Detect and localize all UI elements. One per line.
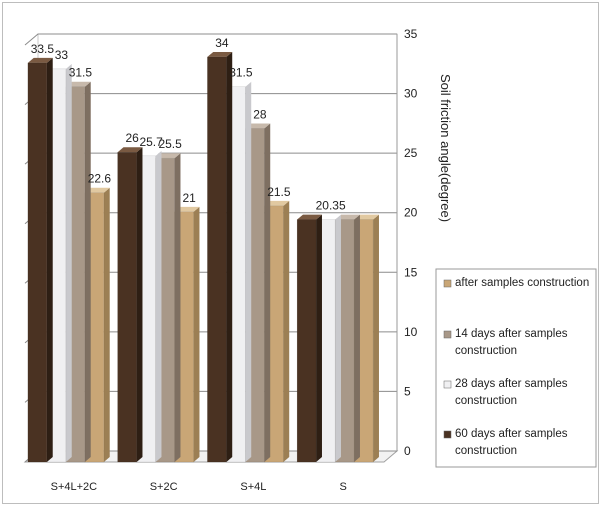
legend-entry: after samples construction [455,277,589,289]
bar-side [335,214,341,462]
bar [207,51,233,463]
y-axis-ticks: 0 5 10 15 20 25 30 35 [404,27,418,458]
bar-front [117,151,137,463]
bar-top [84,187,110,193]
y-tick-label: 5 [404,384,411,398]
bar-side [226,51,233,462]
data-label: 21.5 [267,185,291,199]
data-label: 33.5 [31,42,55,56]
bar-side [264,123,271,462]
bar-top [335,214,360,220]
y-tick-label: 25 [404,146,418,160]
data-label: 20.35 [316,199,346,213]
bar-side [103,187,110,462]
data-label: 31.5 [69,66,93,80]
bar-top [245,123,271,129]
chart-frame: 33.5 33 31.5 22.6 26 25.7 25.5 21 34 31.5 28 21.5 20… [2,2,599,504]
bar-front [296,219,317,463]
data-label: 28 [253,107,267,121]
x-tick-label: S [339,481,346,493]
bar-top [174,206,200,212]
legend-entry: construction [455,345,517,357]
bar-front [207,56,227,463]
data-label: 33 [55,48,69,62]
bar-top [297,214,322,220]
legend-entry: construction [455,395,517,407]
y-tick-label: 35 [404,27,418,41]
bar-top [226,81,252,87]
legend-swatch [443,430,452,439]
bar-top [27,57,53,63]
legend-swatch [443,380,452,389]
y-tick-label: 0 [404,444,411,458]
bar-side [46,57,53,463]
data-label: 25.7 [139,135,163,149]
bar-front [27,62,48,463]
legend-entry: 14 days after samples [455,328,568,340]
data-label: 31.5 [229,66,253,80]
x-tick-label: S+2C [150,481,178,493]
x-tick-label: S+4L+2C [51,481,98,493]
bar-side [354,214,360,462]
y-tick-label: 30 [404,87,418,101]
data-label: 22.6 [88,172,112,186]
legend-entry: 60 days after samples [455,428,568,440]
legend-swatch [443,330,452,339]
data-label: 26 [125,131,139,145]
bar-top [136,150,162,156]
bar-side [136,147,143,462]
legend-box [435,268,597,468]
x-tick-label: S+4L [240,481,266,493]
bar-side [193,206,200,462]
bar [27,57,53,463]
bar-top [354,214,379,220]
y-axis-label: Soil friction angle(degree) [438,74,453,222]
bar-top [155,153,181,159]
legend-entry: 28 days after samples [455,378,568,390]
bar-top [46,63,72,69]
legend: after samples construction 14 days after … [435,268,597,468]
bar-top [264,200,290,206]
data-label: 21 [182,191,196,205]
data-label: 34 [215,36,229,50]
data-label: 25.5 [158,137,182,151]
bar-top [207,51,233,57]
bar-top [117,147,143,153]
bar-side [174,153,181,462]
bar [296,214,322,463]
bar-top [316,214,341,220]
y-tick-label: 15 [404,265,418,279]
bar-top [65,81,91,87]
bar-side [316,214,322,462]
x-axis-categories: S+4L+2C S+2C S+4L S [51,481,347,493]
y-tick-label: 10 [404,325,418,339]
bar-side [245,81,252,462]
bar-side [84,81,91,462]
bar-side [65,63,72,462]
gridline [24,33,397,46]
bar-side [155,150,162,463]
y-tick-label: 20 [404,206,418,220]
bars-layer [27,51,379,463]
bar-side [373,214,379,462]
legend-swatch [443,279,452,288]
bar [117,147,143,463]
bar-side [283,200,290,462]
legend-entry: construction [455,445,517,457]
